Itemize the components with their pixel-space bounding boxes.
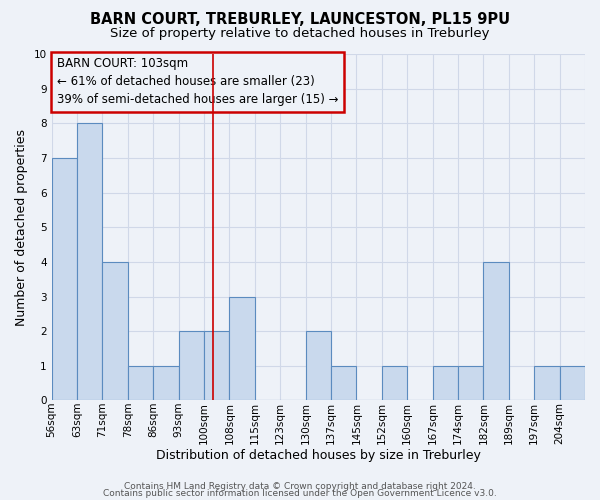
Text: BARN COURT: 103sqm
← 61% of detached houses are smaller (23)
39% of semi-detache: BARN COURT: 103sqm ← 61% of detached hou… [57, 58, 338, 106]
Bar [229, 296, 255, 401]
Bar [305, 331, 331, 400]
Bar [534, 366, 560, 400]
Bar [128, 366, 153, 400]
Text: Contains public sector information licensed under the Open Government Licence v3: Contains public sector information licen… [103, 489, 497, 498]
Y-axis label: Number of detached properties: Number of detached properties [15, 128, 28, 326]
Text: BARN COURT, TREBURLEY, LAUNCESTON, PL15 9PU: BARN COURT, TREBURLEY, LAUNCESTON, PL15 … [90, 12, 510, 28]
Bar [560, 366, 585, 400]
Bar [433, 366, 458, 400]
Bar [204, 331, 229, 400]
Bar [153, 366, 179, 400]
Bar [458, 366, 484, 400]
Text: Size of property relative to detached houses in Treburley: Size of property relative to detached ho… [110, 28, 490, 40]
X-axis label: Distribution of detached houses by size in Treburley: Distribution of detached houses by size … [156, 450, 481, 462]
Bar [331, 366, 356, 400]
Bar [52, 158, 77, 400]
Bar [382, 366, 407, 400]
Bar [103, 262, 128, 400]
Bar [484, 262, 509, 400]
Text: Contains HM Land Registry data © Crown copyright and database right 2024.: Contains HM Land Registry data © Crown c… [124, 482, 476, 491]
Bar [77, 124, 103, 400]
Bar [179, 331, 204, 400]
